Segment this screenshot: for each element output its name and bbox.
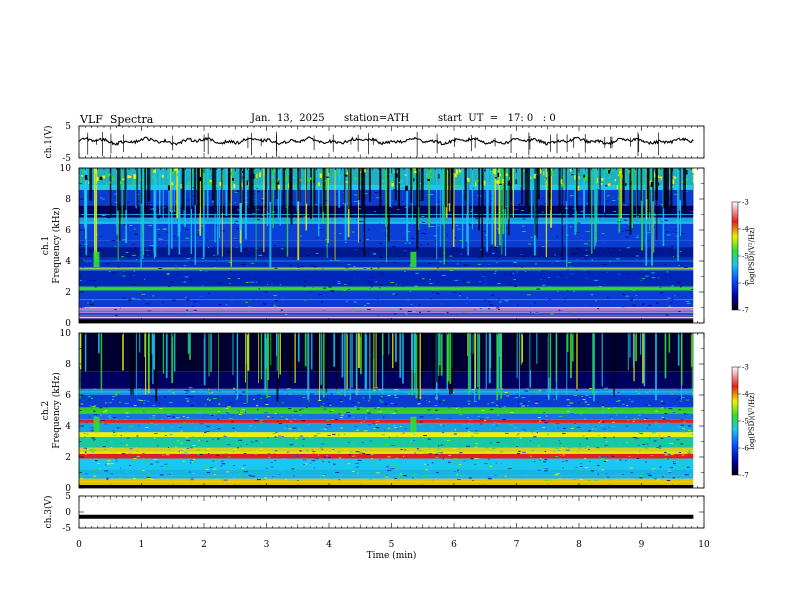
ch3-y-tick-5: 5 xyxy=(65,492,71,502)
ch1-colorbar-tick--6: -6 xyxy=(742,280,749,288)
ch1-freq-tick-2: 2 xyxy=(65,288,71,298)
date-label: Jan. 13, 2025 xyxy=(251,113,325,124)
ch1-colorbar-tick--5: -5 xyxy=(742,253,749,261)
ch1-spec-ylabel-line1: ch.1 xyxy=(41,236,51,255)
ch1-colorbar-tick--7: -7 xyxy=(742,307,749,315)
start-time-label: start UT = 17: 0 : 0 xyxy=(438,113,556,124)
x-tick-2: 2 xyxy=(201,540,207,550)
x-tick-6: 6 xyxy=(451,540,457,550)
x-tick-10: 10 xyxy=(698,540,710,550)
x-axis-label: Time (min) xyxy=(367,550,417,561)
ch2-colorbar-tick--4: -4 xyxy=(742,391,749,399)
ch3-y-tick-0: 0 xyxy=(65,508,71,518)
chart-title: VLF Spectra xyxy=(80,113,154,126)
x-tick-1: 1 xyxy=(139,540,145,550)
ch1-spec-ylabel-line2: Frequency (kHz) xyxy=(51,207,62,284)
ch1-freq-tick-10: 10 xyxy=(60,164,72,174)
station-label: station=ATH xyxy=(344,113,410,124)
ch2-freq-tick-6: 6 xyxy=(65,391,71,401)
ch1-freq-tick-0: 0 xyxy=(65,319,71,329)
ch1-ylabel: ch.1(V) xyxy=(43,126,54,159)
x-tick-9: 9 xyxy=(639,540,645,550)
ch3-y-tick--5: -5 xyxy=(62,524,71,534)
x-tick-7: 7 xyxy=(514,540,520,550)
ch1-colorbar-label: log(PSD)(V²/Hz) xyxy=(748,227,756,284)
ch1-y-tick-5: 5 xyxy=(65,122,71,132)
ch3-ylabel: ch.3(V) xyxy=(43,496,54,529)
x-tick-0: 0 xyxy=(76,540,82,550)
ch1-colorbar xyxy=(731,201,739,311)
ch2-spec-ylabel-line1: ch.2 xyxy=(41,401,51,420)
ch1-freq-tick-4: 4 xyxy=(65,257,71,267)
ch1-spectrogram xyxy=(79,168,704,323)
ch1-y-tick--5: -5 xyxy=(62,154,71,164)
ch2-spec-ylabel-line2: Frequency (kHz) xyxy=(51,372,62,449)
ch2-freq-tick-4: 4 xyxy=(65,422,71,432)
ch1-freq-tick-8: 8 xyxy=(65,195,71,205)
x-tick-5: 5 xyxy=(389,540,395,550)
ch2-colorbar-tick--3: -3 xyxy=(742,364,749,372)
ch1-colorbar-tick--4: -4 xyxy=(742,226,749,234)
ch1-freq-tick-6: 6 xyxy=(65,226,71,236)
ch1-colorbar-tick--3: -3 xyxy=(742,199,749,207)
x-tick-4: 4 xyxy=(326,540,332,550)
ch1-waveform-line xyxy=(78,136,694,146)
ch2-freq-tick-2: 2 xyxy=(65,453,71,463)
ch2-freq-tick-8: 8 xyxy=(65,360,71,370)
ch2-colorbar-label: log(PSD)(V²/Hz) xyxy=(748,392,756,449)
ch2-freq-tick-0: 0 xyxy=(65,484,71,494)
ch2-colorbar xyxy=(731,366,739,476)
ch2-colorbar-tick--6: -6 xyxy=(742,445,749,453)
ch2-spectrogram xyxy=(79,333,704,488)
ch2-colorbar-tick--7: -7 xyxy=(742,472,749,480)
ch2-freq-tick-10: 10 xyxy=(60,329,72,339)
x-tick-8: 8 xyxy=(576,540,582,550)
x-tick-3: 3 xyxy=(264,540,270,550)
ch2-colorbar-tick--5: -5 xyxy=(742,418,749,426)
